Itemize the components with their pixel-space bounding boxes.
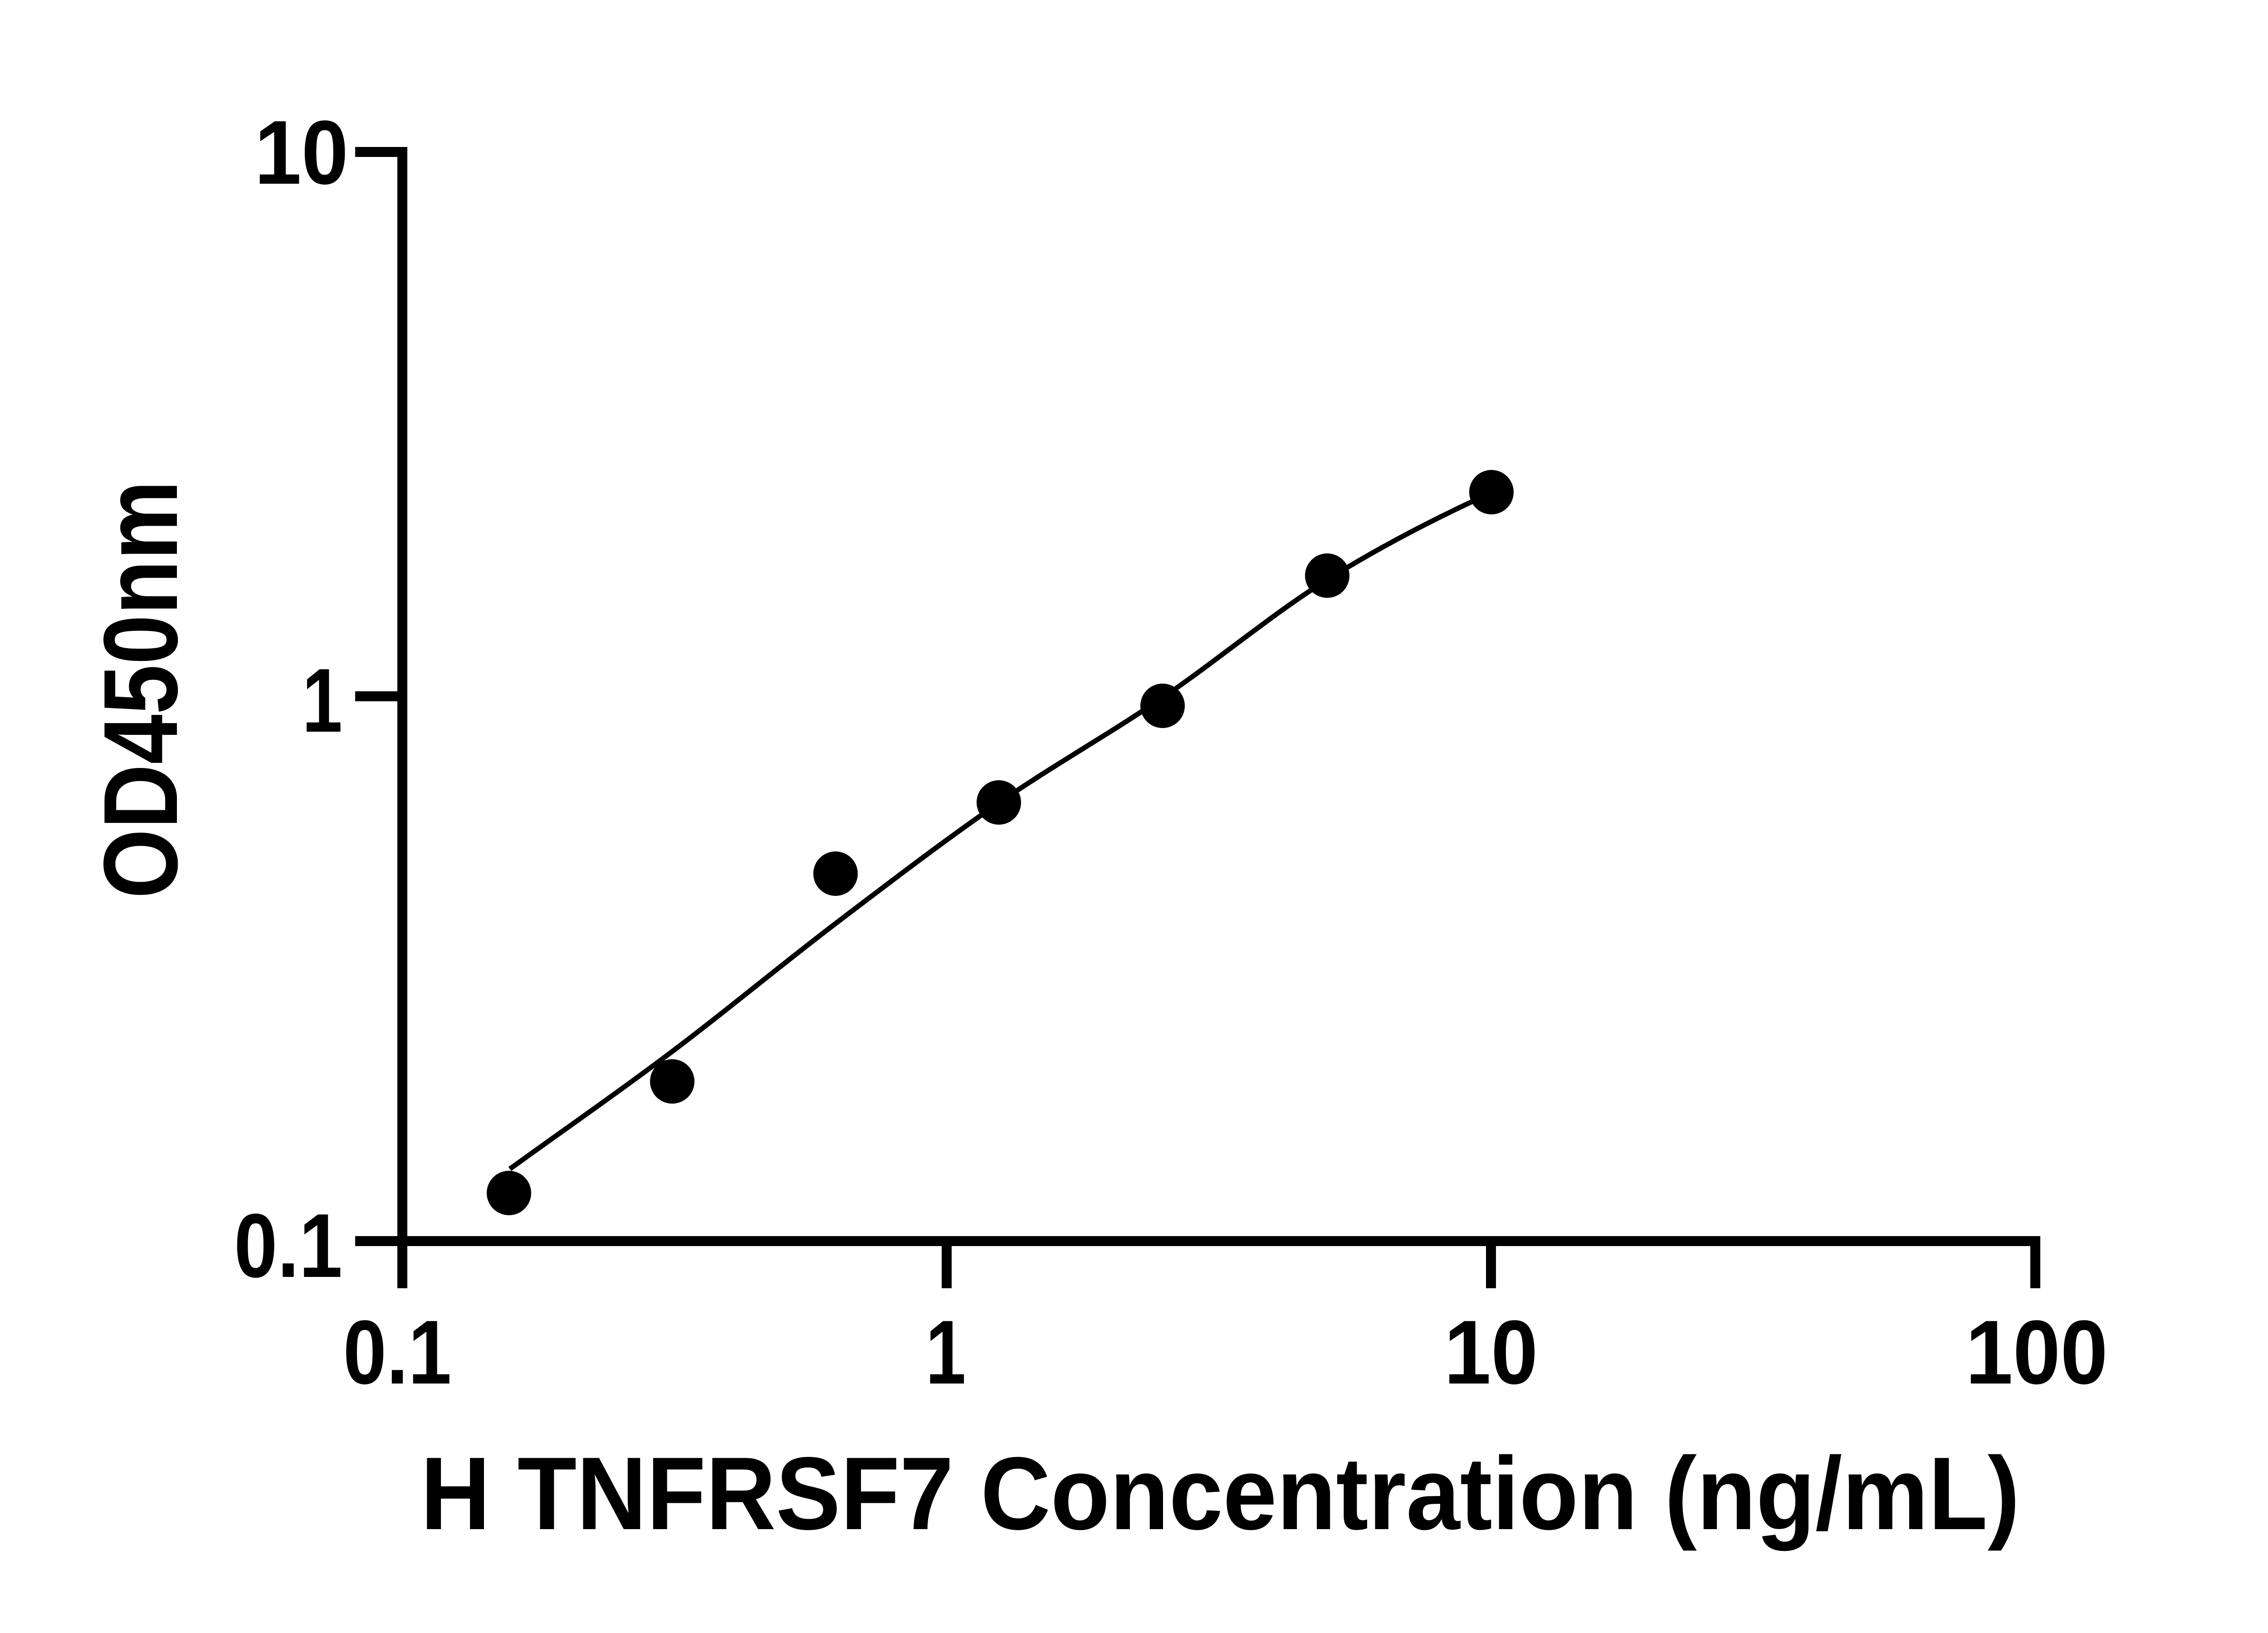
svg-text:1: 1	[302, 650, 342, 751]
svg-text:1: 1	[926, 1302, 966, 1403]
svg-text:10: 10	[254, 102, 348, 203]
svg-text:10: 10	[1444, 1302, 1538, 1403]
svg-text:OD450nm: OD450nm	[82, 480, 200, 899]
svg-text:0.1: 0.1	[234, 1195, 342, 1296]
svg-text:100: 100	[1965, 1302, 2108, 1403]
svg-text:0.1: 0.1	[343, 1302, 452, 1403]
svg-text:H TNFRSF7 Concentration (ng/mL: H TNFRSF7 Concentration (ng/mL)	[420, 1436, 2020, 1551]
